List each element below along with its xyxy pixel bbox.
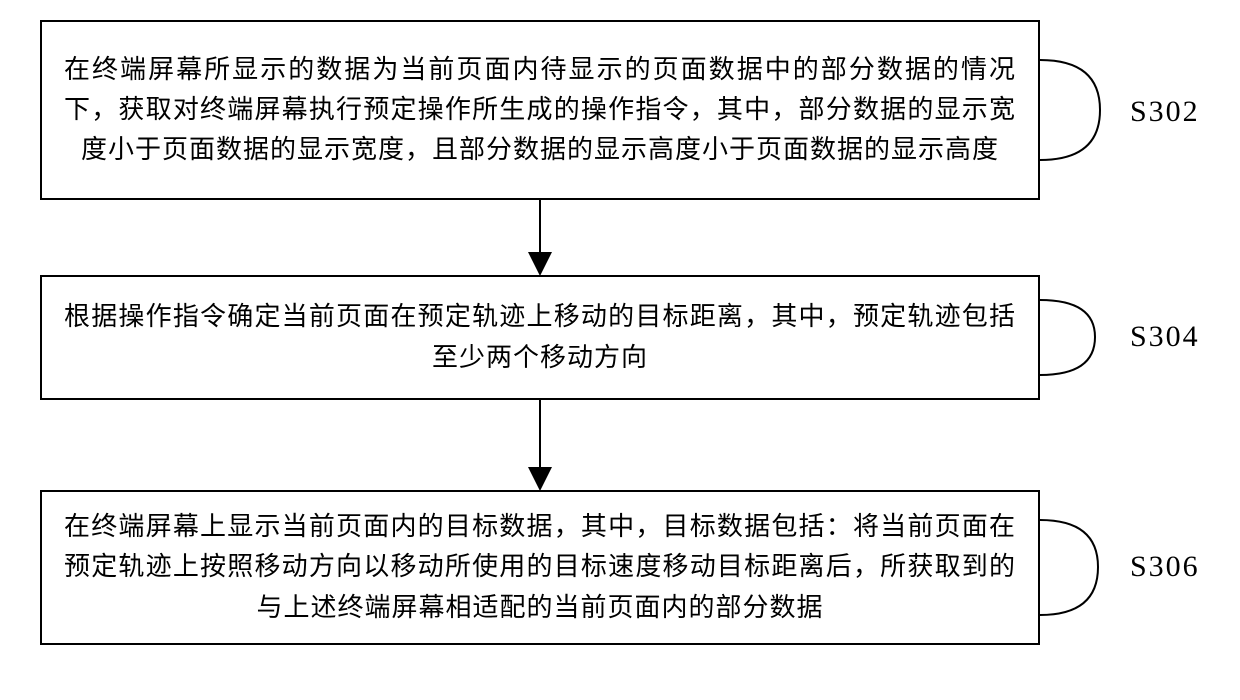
flow-step-s304: 根据操作指令确定当前页面在预定轨迹上移动的目标距离，其中，预定轨迹包括至少两个移… (40, 275, 1040, 400)
flow-step-s304-text: 根据操作指令确定当前页面在预定轨迹上移动的目标距离，其中，预定轨迹包括至少两个移… (64, 297, 1016, 378)
flow-step-s306-label: S306 (1130, 550, 1200, 584)
flow-step-s302-text: 在终端屏幕所显示的数据为当前页面内待显示的页面数据中的部分数据的情况下，获取对终… (64, 50, 1016, 171)
flowchart-canvas: 在终端屏幕所显示的数据为当前页面内待显示的页面数据中的部分数据的情况下，获取对终… (0, 0, 1240, 700)
flow-step-s306-text: 在终端屏幕上显示当前页面内的目标数据，其中，目标数据包括：将当前页面在预定轨迹上… (64, 507, 1016, 628)
flow-step-s306: 在终端屏幕上显示当前页面内的目标数据，其中，目标数据包括：将当前页面在预定轨迹上… (40, 490, 1040, 645)
flow-step-s302: 在终端屏幕所显示的数据为当前页面内待显示的页面数据中的部分数据的情况下，获取对终… (40, 20, 1040, 200)
flow-step-s302-label: S302 (1130, 95, 1200, 129)
flow-step-s304-label: S304 (1130, 320, 1200, 354)
